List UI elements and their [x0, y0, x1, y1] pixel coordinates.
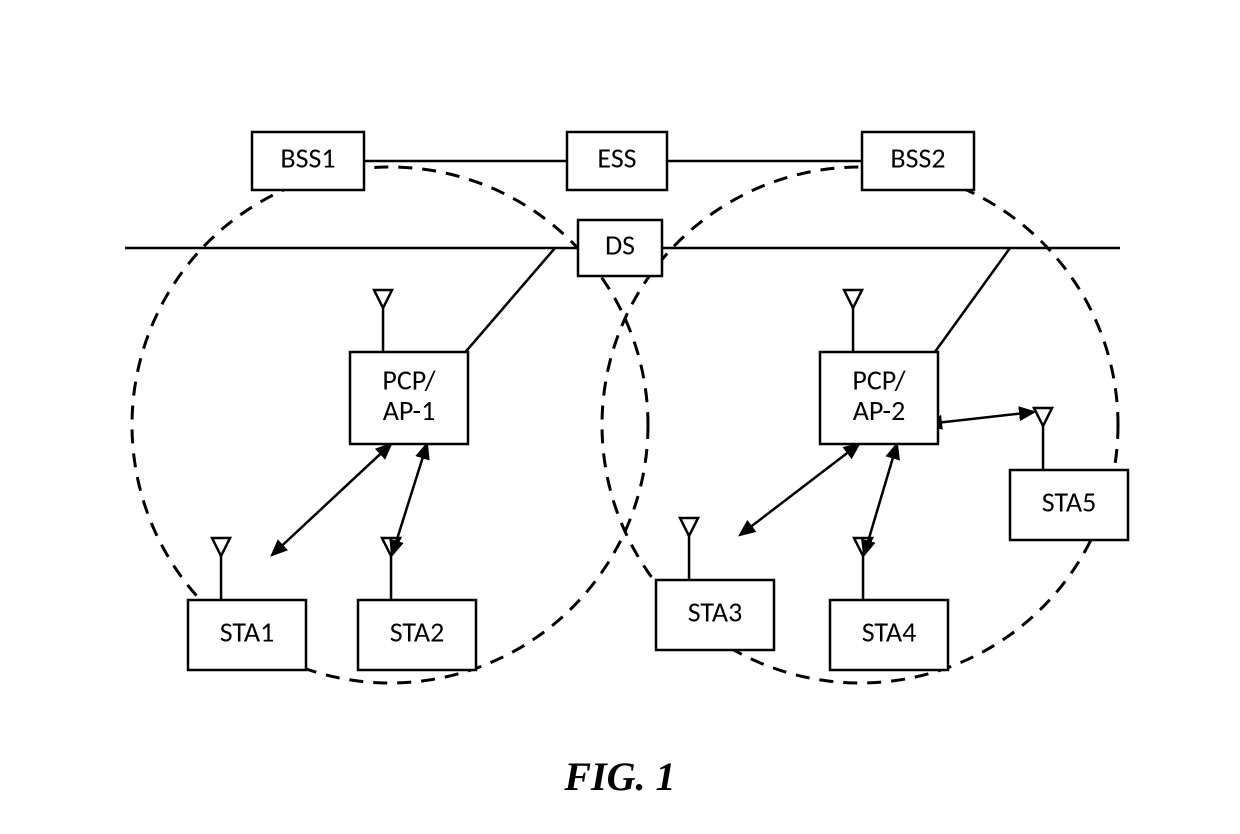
node-label-ess: ESS: [597, 141, 636, 176]
node-ap2: PCP/AP-2: [820, 290, 938, 444]
wireless-ap2-sta5: [927, 412, 1034, 424]
figure-caption: FIG. 1: [563, 754, 675, 799]
node-label-ap1-line2: AP-1: [383, 393, 436, 428]
antenna-icon-sta5: [1034, 408, 1052, 426]
node-label-sta2: STA2: [390, 615, 445, 650]
node-sta1: STA1: [188, 538, 306, 670]
network-nodes: BSS1ESSBSS2DSPCP/AP-1PCP/AP-2STA1STA2STA…: [188, 132, 1128, 670]
node-sta2: STA2: [358, 538, 476, 670]
antenna-icon-ap2: [844, 290, 862, 308]
node-label-ap2-line2: AP-2: [853, 393, 906, 428]
node-label-bss1: BSS1: [280, 141, 335, 176]
antenna-icon-sta4: [854, 538, 872, 556]
figure-label: FIG. 1: [563, 754, 675, 799]
node-label-sta4: STA4: [862, 615, 917, 650]
wireless-ap2-sta3: [740, 444, 859, 535]
node-ap1: PCP/AP-1: [350, 290, 468, 444]
node-label-sta5: STA5: [1042, 485, 1097, 520]
antenna-icon-sta3: [680, 518, 698, 536]
node-label-ds: DS: [605, 228, 635, 263]
node-sta5: STA5: [1010, 408, 1128, 540]
antenna-icon-sta1: [212, 538, 230, 556]
wireless-ap1-sta1: [272, 444, 391, 555]
node-label-bss2: BSS2: [890, 141, 945, 176]
node-ess: ESS: [567, 132, 667, 190]
node-label-ap2-line1: PCP/: [852, 362, 905, 397]
node-sta3: STA3: [656, 518, 774, 650]
node-label-sta3: STA3: [688, 595, 743, 630]
antenna-icon-ap1: [374, 290, 392, 308]
wlan-architecture-diagram: BSS1ESSBSS2DSPCP/AP-1PCP/AP-2STA1STA2STA…: [0, 0, 1240, 834]
ds-link-ap2: [932, 248, 1010, 356]
node-label-ap1-line1: PCP/: [382, 362, 435, 397]
node-bss2: BSS2: [862, 132, 974, 190]
antenna-icon-sta2: [382, 538, 400, 556]
node-sta4: STA4: [830, 538, 948, 670]
ds-link-ap1: [462, 248, 555, 356]
node-ds: DS: [578, 220, 662, 276]
node-label-sta1: STA1: [220, 615, 275, 650]
node-bss1: BSS1: [252, 132, 364, 190]
